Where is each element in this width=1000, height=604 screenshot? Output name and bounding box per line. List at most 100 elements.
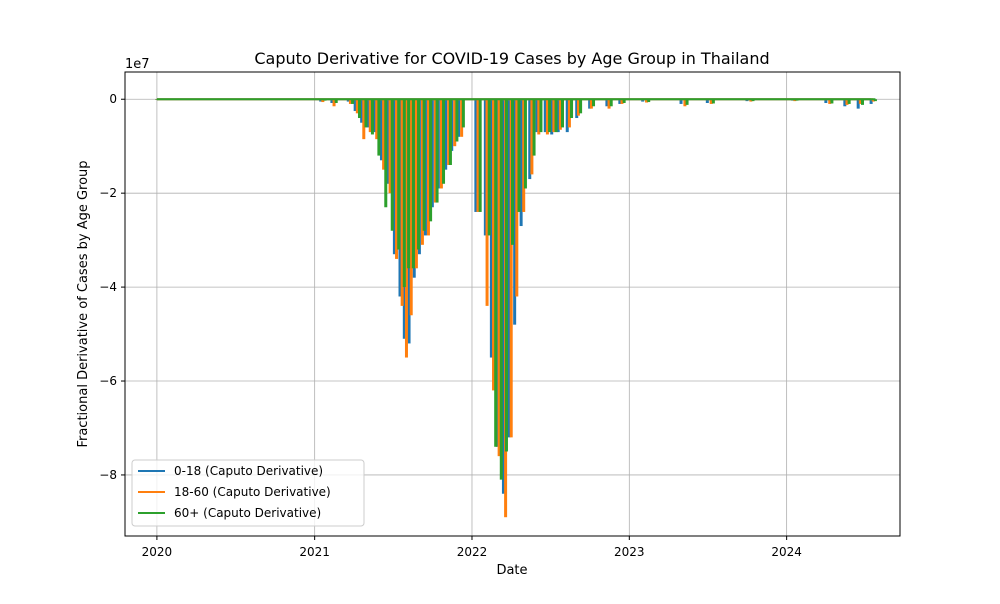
- bar-mark: [348, 99, 352, 104]
- bar-mark: [461, 99, 465, 128]
- bar-mark: [552, 99, 556, 133]
- bar-mark: [683, 99, 687, 107]
- bar-mark: [709, 99, 713, 104]
- bar-mark: [592, 99, 596, 107]
- bar-mark: [685, 99, 689, 105]
- bar-mark: [426, 99, 430, 236]
- x-tick-label: 2023: [614, 545, 645, 559]
- bar-mark: [334, 99, 338, 103]
- plot-frame: [124, 71, 901, 537]
- x-axis-label: Date: [496, 563, 527, 578]
- bar-mark: [402, 99, 406, 288]
- bar-mark: [384, 99, 388, 208]
- bar-mark: [497, 99, 501, 457]
- bar-mark: [576, 99, 580, 116]
- bar-mark: [395, 99, 399, 259]
- bar-mark: [429, 99, 433, 222]
- bar-mark: [489, 99, 493, 358]
- x-tick-label: 2022: [457, 545, 488, 559]
- bar-mark: [435, 99, 439, 203]
- bar-mark: [570, 99, 574, 119]
- bar-mark: [565, 99, 569, 133]
- chart-title: Caputo Derivative for COVID-19 Cases by …: [254, 49, 769, 68]
- y-tick-label: 0: [109, 92, 117, 106]
- bar-mark: [504, 99, 508, 452]
- bar-mark: [414, 99, 418, 269]
- bar-mark: [430, 99, 434, 208]
- y-tick-label: −2: [99, 186, 117, 200]
- bar-mark: [869, 99, 873, 104]
- bar-mark: [390, 99, 394, 231]
- bar-mark: [519, 99, 523, 227]
- bar-mark: [535, 99, 539, 133]
- bar-mark: [455, 99, 459, 142]
- bar-mark: [605, 99, 609, 107]
- legend: 0-18 (Caputo Derivative) 18-60 (Caputo De…: [131, 459, 365, 527]
- legend-label: 60+ (Caputo Derivative): [174, 506, 321, 520]
- bar-mark: [647, 99, 651, 103]
- bar-mark: [346, 99, 350, 102]
- bar-mark: [830, 99, 834, 104]
- bar-mark: [517, 99, 521, 212]
- bar-mark: [845, 99, 849, 105]
- bar-mark: [679, 99, 683, 104]
- bar-mark: [847, 99, 851, 104]
- bar-mark: [448, 99, 452, 165]
- bar-mark: [382, 99, 386, 170]
- x-tick-label: 2021: [299, 545, 330, 559]
- bar-mark: [515, 99, 519, 297]
- bar-mark: [620, 99, 624, 104]
- y-axis-offset-label: 1e7: [125, 57, 150, 72]
- bar-mark: [513, 99, 517, 325]
- bar-marks: [155, 98, 877, 518]
- bar-mark: [609, 99, 613, 107]
- bar-mark: [494, 99, 498, 447]
- bar-mark: [353, 99, 357, 111]
- y-tick-label: −6: [99, 374, 117, 388]
- bar-mark: [386, 99, 390, 184]
- bar-mark: [499, 99, 503, 480]
- bar-mark: [355, 99, 359, 114]
- bar-mark: [476, 99, 480, 212]
- bar-mark: [460, 99, 464, 137]
- bar-mark: [478, 99, 482, 212]
- bar-mark: [622, 99, 626, 103]
- bar-mark: [330, 99, 334, 103]
- legend-label: 18-60 (Caputo Derivative): [174, 485, 331, 499]
- bar-mark: [871, 99, 875, 102]
- bar-mark: [360, 99, 364, 123]
- bar-mark: [433, 99, 437, 203]
- bar-mark: [392, 99, 396, 255]
- bar-mark: [362, 99, 366, 140]
- bar-mark: [453, 99, 457, 147]
- bar-mark: [375, 99, 379, 140]
- bar-mark: [397, 99, 401, 250]
- bar-mark: [487, 99, 491, 236]
- bar-mark: [858, 99, 862, 104]
- bar-mark: [705, 99, 709, 103]
- bar-mark: [495, 99, 499, 447]
- bar-mark: [422, 99, 426, 231]
- bar-mark: [749, 99, 753, 102]
- bar-mark: [537, 99, 541, 135]
- legend-label: 0-18 (Caputo Derivative): [174, 464, 323, 478]
- bar-mark: [539, 99, 543, 133]
- y-axis-label: Fractional Derivative of Cases by Age Gr…: [76, 160, 91, 447]
- bar-mark: [492, 99, 496, 391]
- bar-mark: [509, 99, 513, 438]
- bar-mark: [561, 99, 564, 128]
- bar-mark: [379, 99, 383, 161]
- bar-mark: [579, 99, 583, 114]
- bar-mark: [388, 99, 392, 194]
- bar-mark: [641, 99, 645, 102]
- bar-mark: [711, 99, 715, 104]
- bar-mark: [548, 99, 552, 133]
- bar-mark: [377, 99, 381, 156]
- bar-mark: [856, 99, 860, 109]
- bar-mark: [439, 99, 443, 189]
- bar-mark: [442, 99, 446, 184]
- bar-mark: [368, 99, 372, 133]
- x-tick-label: 2024: [771, 545, 802, 559]
